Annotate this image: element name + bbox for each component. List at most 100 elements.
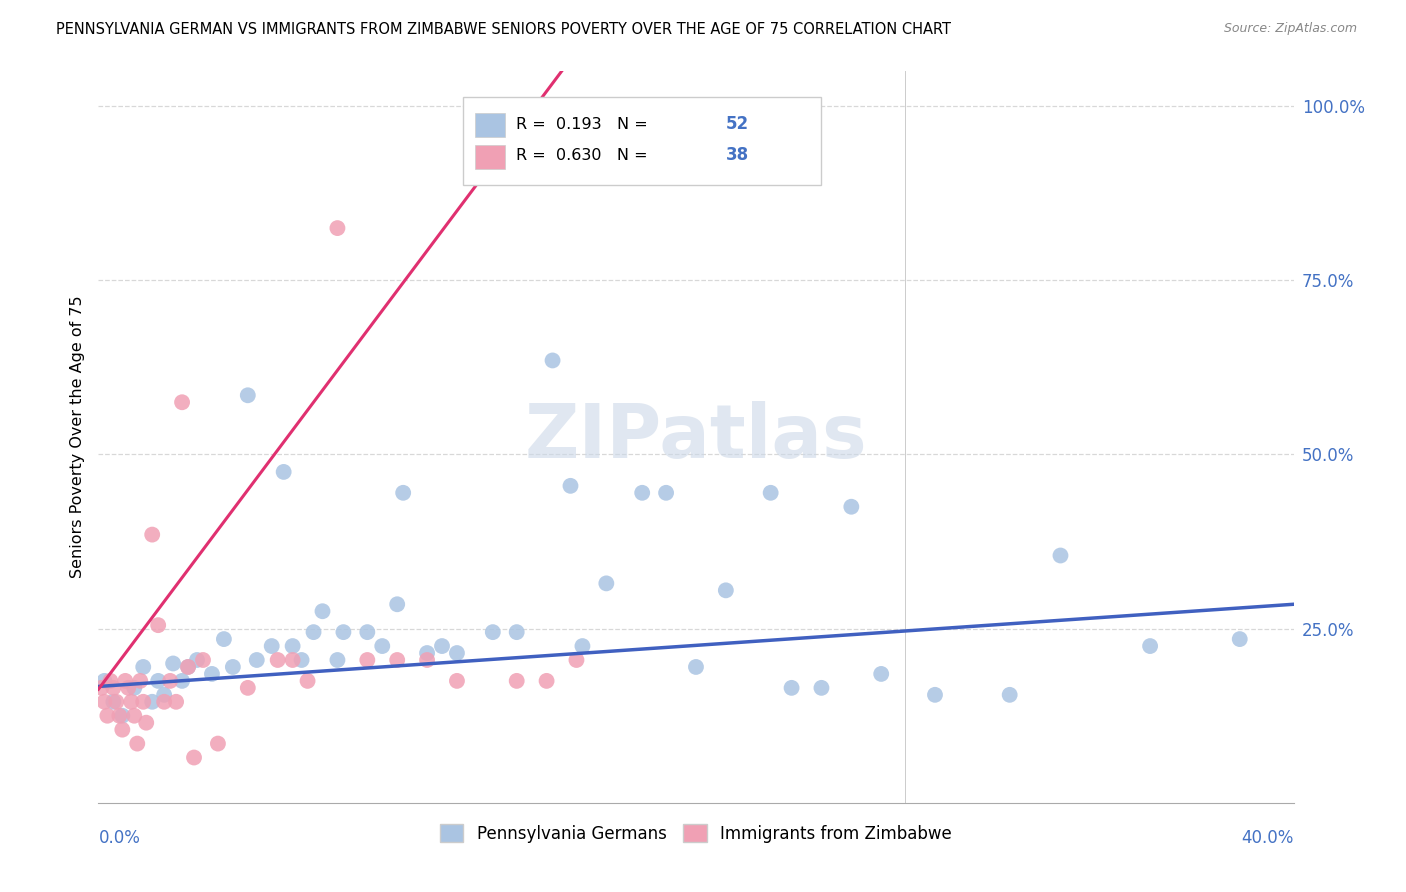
Point <box>281 639 304 653</box>
Point <box>98 673 122 688</box>
Point <box>236 388 259 402</box>
Point <box>260 639 283 653</box>
Point <box>132 660 155 674</box>
Point <box>714 583 737 598</box>
Point <box>96 708 118 723</box>
Point <box>172 395 194 409</box>
Point <box>541 353 564 368</box>
Point <box>1229 632 1251 646</box>
Point <box>297 673 319 688</box>
Point <box>326 221 349 235</box>
Point <box>326 653 349 667</box>
Point <box>148 673 170 688</box>
Point <box>1049 549 1071 563</box>
Point <box>103 681 125 695</box>
Point <box>212 632 235 646</box>
Point <box>631 485 654 500</box>
Text: 40.0%: 40.0% <box>1241 829 1294 847</box>
Point <box>159 673 181 688</box>
Point <box>356 625 378 640</box>
Point <box>120 695 142 709</box>
Point <box>183 750 205 764</box>
Point <box>114 673 136 688</box>
Text: Source: ZipAtlas.com: Source: ZipAtlas.com <box>1223 22 1357 36</box>
Point <box>267 653 290 667</box>
FancyBboxPatch shape <box>463 97 821 185</box>
Point <box>93 695 115 709</box>
Point <box>162 657 184 671</box>
Point <box>124 681 146 695</box>
Point <box>536 673 558 688</box>
Point <box>560 479 582 493</box>
Point <box>129 673 152 688</box>
Point <box>153 695 176 709</box>
Point <box>924 688 946 702</box>
Point <box>416 646 439 660</box>
Point <box>105 695 128 709</box>
Point <box>141 695 163 709</box>
Point <box>103 695 125 709</box>
Point <box>685 660 707 674</box>
Point <box>201 667 224 681</box>
Point <box>841 500 863 514</box>
Point <box>117 681 139 695</box>
Point <box>135 715 157 730</box>
Point <box>141 527 163 541</box>
Point <box>90 681 112 695</box>
Text: ZIPatlas: ZIPatlas <box>524 401 868 474</box>
Point <box>571 639 593 653</box>
Legend: Pennsylvania Germans, Immigrants from Zimbabwe: Pennsylvania Germans, Immigrants from Zi… <box>433 818 959 849</box>
Point <box>281 653 304 667</box>
Point <box>332 625 354 640</box>
Text: R =  0.193   N =: R = 0.193 N = <box>516 117 652 131</box>
Point <box>655 485 678 500</box>
Point <box>759 485 782 500</box>
Point <box>207 737 229 751</box>
Point <box>165 695 187 709</box>
Point <box>273 465 295 479</box>
Point <box>430 639 453 653</box>
Point <box>870 667 893 681</box>
Point <box>385 597 409 611</box>
Point <box>506 673 529 688</box>
Point <box>127 737 149 751</box>
Point <box>780 681 803 695</box>
Point <box>93 673 115 688</box>
Point <box>172 673 194 688</box>
Point <box>291 653 314 667</box>
Point <box>108 708 131 723</box>
Point <box>302 625 325 640</box>
FancyBboxPatch shape <box>475 145 505 169</box>
Text: 0.0%: 0.0% <box>98 829 141 847</box>
Point <box>236 681 259 695</box>
Point <box>153 688 176 702</box>
Point <box>482 625 505 640</box>
Point <box>222 660 245 674</box>
Text: 52: 52 <box>725 115 749 133</box>
Point <box>595 576 617 591</box>
Point <box>356 653 378 667</box>
Point <box>810 681 832 695</box>
Point <box>191 653 214 667</box>
Text: R =  0.630   N =: R = 0.630 N = <box>516 148 652 163</box>
Point <box>177 660 200 674</box>
Point <box>132 695 155 709</box>
Point <box>311 604 333 618</box>
Point <box>416 653 439 667</box>
Point <box>124 708 146 723</box>
Point <box>111 708 134 723</box>
Point <box>1139 639 1161 653</box>
Point <box>565 653 588 667</box>
Point <box>506 625 529 640</box>
Y-axis label: Seniors Poverty Over the Age of 75: Seniors Poverty Over the Age of 75 <box>69 296 84 578</box>
Point <box>392 485 415 500</box>
Point <box>446 646 468 660</box>
Point <box>148 618 170 632</box>
Point <box>177 660 200 674</box>
Point <box>998 688 1021 702</box>
Point <box>385 653 409 667</box>
Point <box>111 723 134 737</box>
Point <box>186 653 208 667</box>
Text: PENNSYLVANIA GERMAN VS IMMIGRANTS FROM ZIMBABWE SENIORS POVERTY OVER THE AGE OF : PENNSYLVANIA GERMAN VS IMMIGRANTS FROM Z… <box>56 22 952 37</box>
Text: 38: 38 <box>725 146 749 164</box>
